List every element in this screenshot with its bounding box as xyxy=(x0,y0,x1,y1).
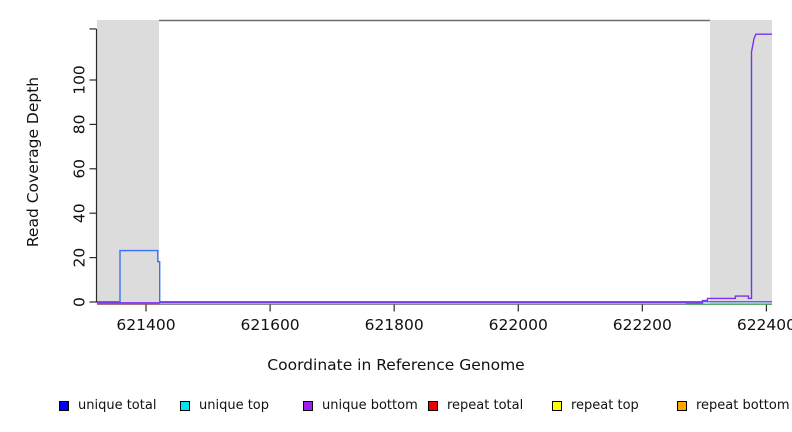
legend-label: unique total xyxy=(78,398,157,413)
legend-label: unique top xyxy=(199,398,270,413)
y-tick-label: 100 xyxy=(70,65,88,95)
legend-swatch-icon xyxy=(180,401,190,411)
legend-label: repeat top xyxy=(571,398,639,413)
y-tick-label: 80 xyxy=(70,115,88,135)
legend-swatch-icon xyxy=(59,401,69,411)
x-tick-label: 621800 xyxy=(365,316,424,334)
x-tick-label: 621400 xyxy=(116,316,175,334)
x-tick-label: 622400 xyxy=(737,316,792,334)
x-tick-label: 622200 xyxy=(613,316,672,334)
legend-label: repeat total xyxy=(447,398,524,413)
legend-label: repeat bottom xyxy=(696,398,790,413)
repeat-region xyxy=(97,20,160,305)
series-line-unique-bottom xyxy=(97,33,772,304)
legend-swatch-icon xyxy=(303,401,313,411)
y-tick-label: 20 xyxy=(70,248,88,268)
y-tick-label: 0 xyxy=(70,297,88,307)
x-tick-label: 622000 xyxy=(489,316,548,334)
x-axis-title: Coordinate in Reference Genome xyxy=(267,356,525,374)
series-line-unique-total xyxy=(97,249,772,303)
legend-swatch-icon xyxy=(552,401,562,411)
y-tick-label: 60 xyxy=(70,159,88,179)
legend-label: unique bottom xyxy=(322,398,418,413)
y-axis-title: Read Coverage Depth xyxy=(24,76,42,248)
repeat-region xyxy=(709,20,772,305)
legend-swatch-icon xyxy=(428,401,438,411)
x-tick-label: 621600 xyxy=(241,316,300,334)
legend-swatch-icon xyxy=(677,401,687,411)
legend: unique total unique top unique bottom repea… xyxy=(0,396,792,420)
y-tick-label: 40 xyxy=(70,203,88,223)
